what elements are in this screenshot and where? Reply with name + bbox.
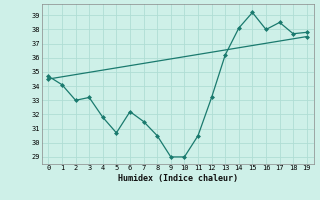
X-axis label: Humidex (Indice chaleur): Humidex (Indice chaleur) xyxy=(118,174,237,183)
